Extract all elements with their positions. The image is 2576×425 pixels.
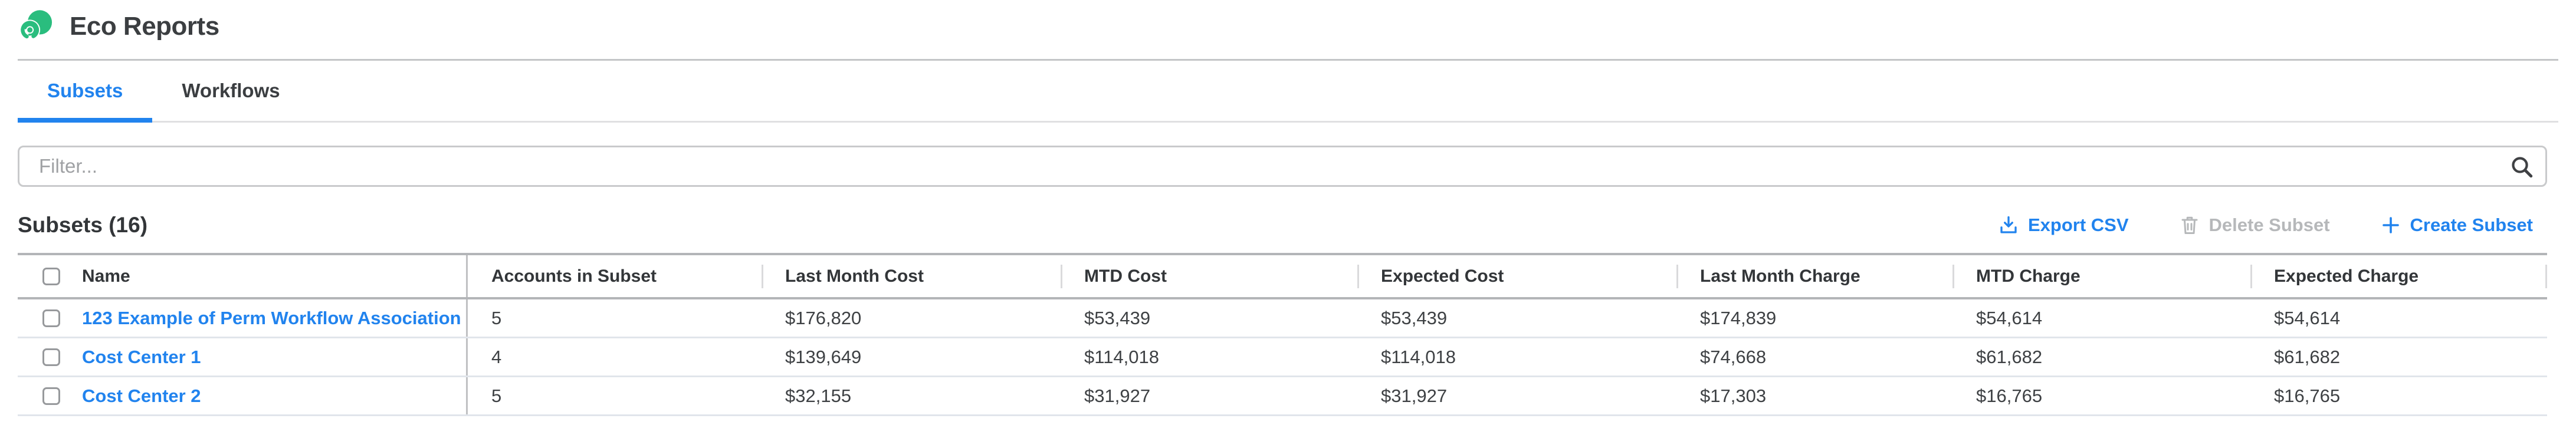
subset-name-link[interactable]: Cost Center 2 (82, 385, 201, 406)
column-header-mtd-cost: MTD Cost (1061, 255, 1357, 297)
page-title: Eco Reports (70, 12, 219, 41)
subset-name-link[interactable]: Cost Center 1 (82, 346, 201, 367)
subsets-toolbar: Subsets (16) Export CSV Delete Subset (18, 213, 2547, 238)
expected-cost-cell: $114,018 (1381, 346, 1456, 367)
subset-name-link[interactable]: 123 Example of Perm Workflow Association (82, 307, 461, 328)
tab-subsets[interactable]: Subsets (18, 61, 153, 123)
tab-workflows-label: Workflows (182, 80, 280, 101)
filter-input[interactable] (18, 146, 2547, 187)
last-month-cost-cell: $139,649 (785, 346, 862, 367)
filter-bar (18, 146, 2547, 187)
last-month-cost-cell: $176,820 (785, 307, 862, 328)
column-header-expected-charge: Expected Charge (2250, 255, 2547, 297)
trash-icon (2179, 215, 2200, 236)
export-csv-button[interactable]: Export CSV (1998, 215, 2129, 236)
last-month-cost-cell: $32,155 (785, 385, 852, 406)
last-month-charge-cell: $17,303 (1700, 385, 1767, 406)
expected-charge-cell: $54,614 (2274, 307, 2341, 328)
tab-workflows[interactable]: Workflows (152, 61, 309, 121)
expected-charge-cell: $16,765 (2274, 385, 2341, 406)
accounts-cell: 5 (466, 377, 762, 414)
tab-subsets-label: Subsets (47, 80, 123, 101)
mtd-cost-cell: $31,927 (1084, 385, 1151, 406)
expected-cost-cell: $31,927 (1381, 385, 1448, 406)
export-csv-label: Export CSV (2027, 215, 2129, 235)
column-header-accounts-in-subset: Accounts in Subset (466, 255, 762, 297)
tab-bar: Subsets Workflows (18, 61, 2558, 123)
mtd-cost-cell: $114,018 (1084, 346, 1159, 367)
mtd-cost-cell: $53,439 (1084, 307, 1151, 328)
column-header-name: Name (18, 255, 466, 297)
column-header-last-month-charge: Last Month Charge (1676, 255, 1952, 297)
column-header-expected-cost: Expected Cost (1357, 255, 1676, 297)
search-icon[interactable] (2509, 154, 2534, 179)
table-row: Cost Center 2 5 $32,155 $31,927 $31,927 … (18, 377, 2547, 416)
delete-subset-label: Delete Subset (2209, 215, 2330, 235)
eco-logo-icon (18, 9, 54, 44)
delete-subset-button[interactable]: Delete Subset (2179, 215, 2330, 236)
last-month-charge-cell: $74,668 (1700, 346, 1767, 367)
table-row: Cost Center 1 4 $139,649 $114,018 $114,0… (18, 338, 2547, 377)
mtd-charge-cell: $16,765 (1976, 385, 2043, 406)
subsets-count-heading: Subsets (16) (18, 213, 148, 237)
column-header-last-month-cost: Last Month Cost (762, 255, 1061, 297)
row-checkbox[interactable] (42, 387, 60, 405)
name-cell: Cost Center 2 (18, 377, 466, 414)
mtd-charge-cell: $61,682 (1976, 346, 2043, 367)
mtd-charge-cell: $54,614 (1976, 307, 2043, 328)
accounts-cell: 4 (466, 338, 762, 375)
subsets-table: Name Accounts in Subset Last Month Cost … (18, 253, 2547, 416)
eco-reports-page: Eco Reports Subsets Workflows Subsets (1… (0, 0, 2576, 416)
column-header-name-label: Name (82, 266, 130, 286)
name-cell: 123 Example of Perm Workflow Association (18, 299, 466, 337)
create-subset-button[interactable]: Create Subset (2380, 215, 2533, 236)
download-icon (1998, 215, 2019, 236)
column-header-mtd-charge: MTD Charge (1952, 255, 2250, 297)
expected-charge-cell: $61,682 (2274, 346, 2341, 367)
last-month-charge-cell: $174,839 (1700, 307, 1777, 328)
plus-icon (2380, 215, 2401, 236)
table-header-row: Name Accounts in Subset Last Month Cost … (18, 255, 2547, 299)
table-row: 123 Example of Perm Workflow Association… (18, 299, 2547, 338)
create-subset-label: Create Subset (2410, 215, 2533, 235)
expected-cost-cell: $53,439 (1381, 307, 1448, 328)
select-all-checkbox[interactable] (42, 267, 60, 285)
name-cell: Cost Center 1 (18, 338, 466, 375)
row-checkbox[interactable] (42, 309, 60, 327)
toolbar-actions: Export CSV Delete Subset Create Subset (1998, 215, 2547, 236)
accounts-cell: 5 (466, 299, 762, 337)
app-header: Eco Reports (18, 0, 2558, 61)
row-checkbox[interactable] (42, 348, 60, 366)
